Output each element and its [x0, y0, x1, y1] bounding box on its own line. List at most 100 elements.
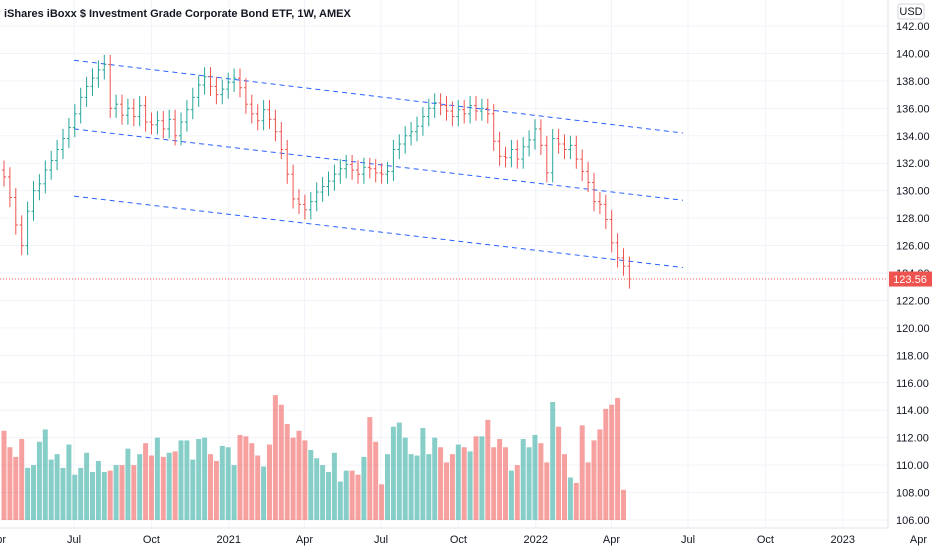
volume-bar [19, 439, 25, 520]
ohlc-bar [314, 182, 319, 212]
ohlc-bar [462, 100, 467, 124]
time-tick-label: 2021 [217, 534, 241, 546]
ohlc-bar [468, 95, 473, 124]
volume-bar [355, 474, 361, 520]
price-axis[interactable]: 142.00 140.00 138.00 136.00 134.00 132.00 130.… [896, 21, 930, 527]
price-tick-label: 122.00 [896, 295, 930, 307]
ohlc-bar [108, 54, 113, 118]
ohlc-bar [49, 150, 54, 180]
price-tick-label: 134.00 [896, 131, 930, 143]
ohlc-bar [61, 128, 65, 160]
price-tick-label: 142.00 [896, 21, 930, 33]
ohlc-bar [326, 171, 331, 197]
time-tick-label: Jul [374, 534, 388, 546]
ohlc-bar [131, 98, 136, 127]
volume-bar [461, 447, 467, 520]
ohlc-bar [279, 122, 284, 160]
ohlc-bar [125, 98, 130, 125]
volume-bar [408, 454, 414, 520]
volume-bar [603, 408, 609, 520]
ohlc-bar [621, 248, 626, 276]
volume-bar [113, 465, 119, 520]
channel-line[interactable] [73, 195, 684, 269]
volume-bar [267, 444, 272, 520]
volume-bar [184, 440, 190, 520]
price-tick-label: 108.00 [896, 488, 930, 500]
ohlc-bar [220, 79, 225, 105]
volume-bar [402, 437, 408, 520]
ohlc-bar [533, 119, 537, 150]
ohlc-bar [120, 94, 124, 125]
price-tick-label: 120.00 [896, 323, 930, 335]
volume-bar [585, 462, 591, 520]
volume-bar [137, 454, 143, 520]
price-tick-label: 118.00 [896, 350, 929, 362]
ohlc-bar [332, 164, 337, 191]
channel-line[interactable] [73, 59, 684, 134]
volume-bar [396, 422, 402, 520]
last-price-label: 123.56 [893, 274, 927, 286]
volume-bars [1, 395, 626, 520]
volume-bar [520, 439, 526, 520]
time-tick-label: Oct [450, 534, 467, 546]
volume-bar [131, 465, 137, 520]
time-tick-label: Apr [296, 534, 313, 546]
ohlc-bar [190, 87, 195, 120]
volume-bar [190, 459, 196, 520]
ohlc-bar [13, 187, 18, 235]
channel-line[interactable] [73, 128, 684, 201]
ohlc-bar [568, 135, 573, 160]
ohlc-bar [479, 98, 484, 121]
ohlc-bar [503, 146, 508, 168]
volume-bar [532, 434, 538, 520]
price-tick-label: 112.00 [896, 433, 929, 445]
price-tick-label: 106.00 [896, 515, 930, 527]
time-tick-label: Apr [603, 534, 620, 546]
volume-bar [444, 462, 449, 520]
volume-bar [1, 430, 7, 520]
currency-label: USD [899, 6, 922, 18]
ohlc-bar [161, 111, 166, 139]
volume-bar [420, 428, 426, 520]
ohlc-bar [37, 174, 42, 201]
volume-bar [66, 444, 72, 520]
last-price-badge: 123.56 [889, 271, 932, 287]
volume-bar [361, 456, 367, 520]
volume-bar [272, 395, 278, 520]
ohlc-bar [19, 215, 24, 256]
volume-bar [154, 437, 160, 520]
volume-bar [485, 419, 491, 520]
ohlc-bar [208, 67, 213, 96]
ohlc-bar [491, 104, 496, 151]
volume-bar [367, 417, 373, 520]
price-tick-label: 140.00 [896, 48, 930, 60]
ohlc-bar [267, 100, 272, 129]
time-tick-label: Apr [0, 534, 6, 546]
volume-bar [615, 397, 621, 520]
price-tick-label: 116.00 [896, 378, 929, 390]
volume-bar [479, 436, 485, 520]
ohlc-bar [43, 160, 48, 194]
ohlc-bar [432, 93, 437, 118]
volume-bar [42, 429, 48, 520]
ohlc-bar [403, 126, 408, 154]
time-axis[interactable]: Apr Jul Oct 2021 Apr Jul Oct 2022 Apr Jul Oct 2023 A… [0, 534, 927, 546]
ohlc-bar [544, 135, 549, 183]
volume-bar [320, 465, 326, 520]
volume-bar [225, 447, 231, 520]
volume-bar [54, 454, 60, 520]
volume-bar [497, 439, 503, 520]
ohlc-bar [350, 154, 355, 180]
currency-badge: USD [897, 3, 925, 20]
ohlc-bar [550, 128, 555, 183]
volume-bar [219, 445, 225, 520]
volume-bar [78, 467, 84, 520]
ohlc-bar [202, 67, 207, 95]
ohlc-bar [196, 75, 201, 107]
ohlc-bar [450, 101, 455, 127]
volume-bar [290, 437, 296, 520]
volume-bar [597, 429, 603, 520]
ohlc-bar [285, 139, 290, 184]
ohlc-bar [84, 76, 89, 107]
